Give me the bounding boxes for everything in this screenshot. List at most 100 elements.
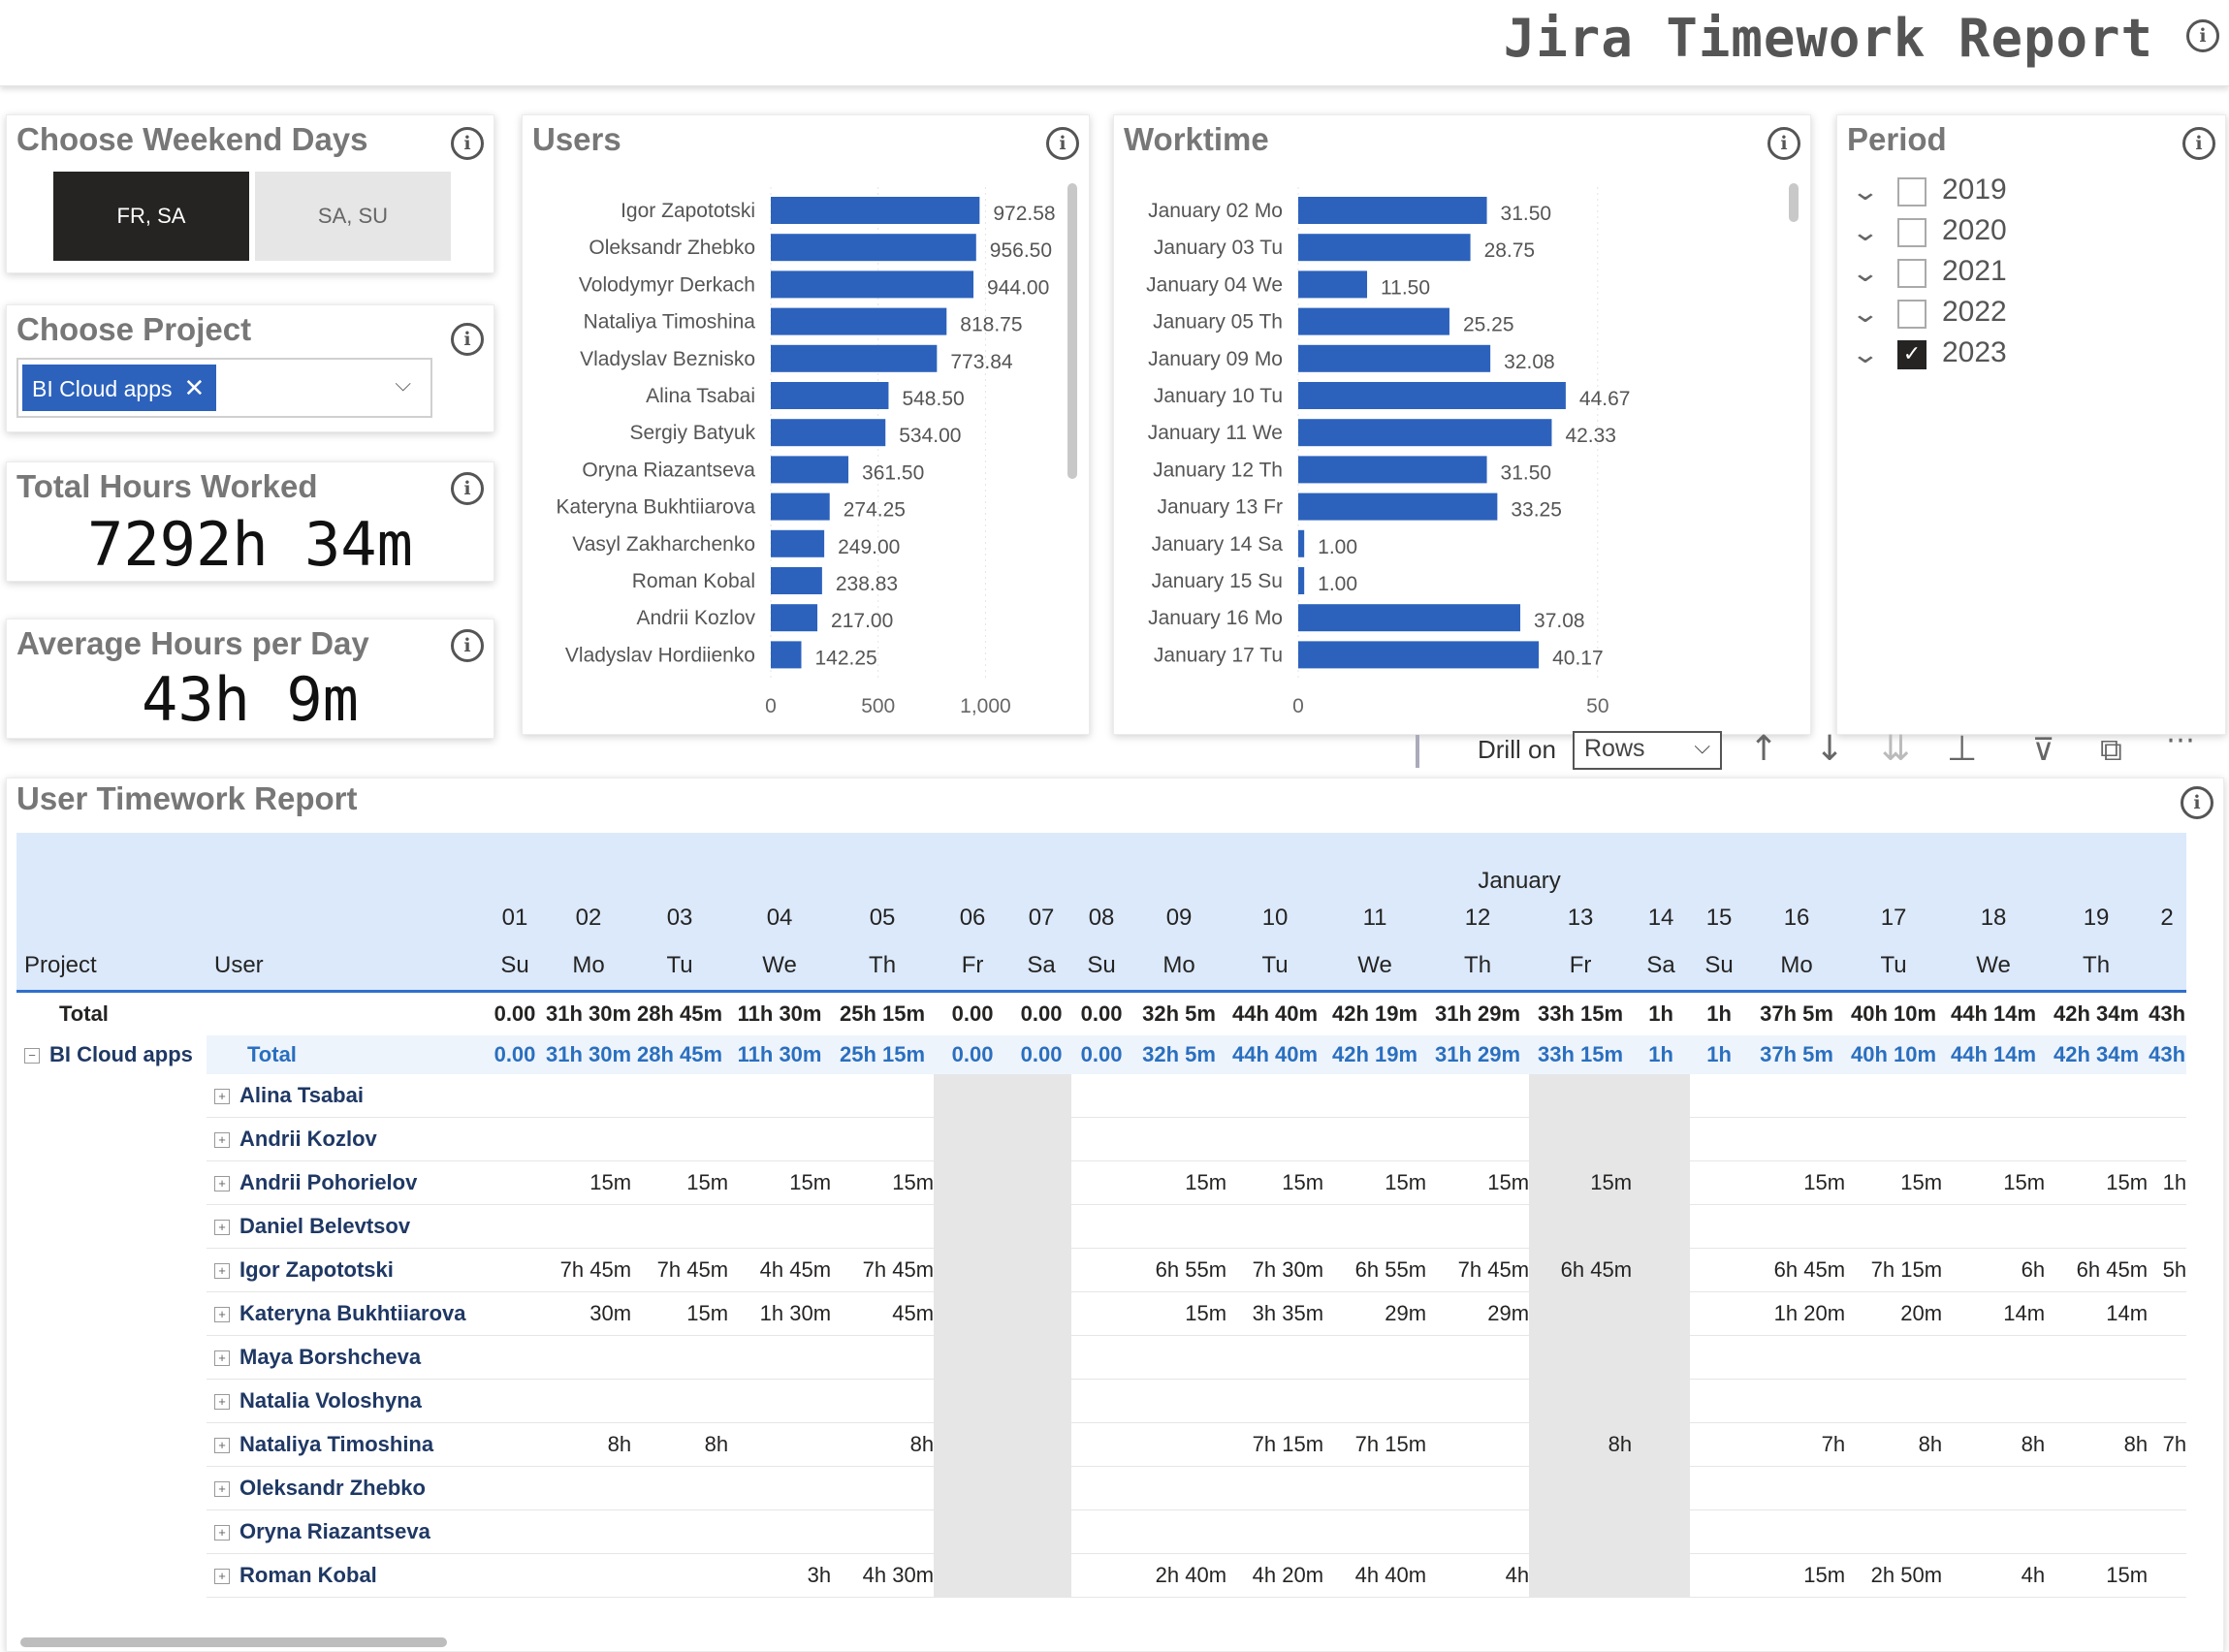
- project-chip[interactable]: BI Cloud apps ✕: [22, 365, 217, 411]
- day-number-header[interactable]: 03: [631, 895, 729, 941]
- bar[interactable]: [771, 234, 976, 262]
- day-number-header[interactable]: 11: [1323, 895, 1427, 941]
- expand-icon[interactable]: +: [214, 1132, 230, 1149]
- bar[interactable]: [1298, 344, 1491, 372]
- checkbox-checked[interactable]: ✓: [1897, 340, 1926, 369]
- day-number-header[interactable]: 15: [1690, 895, 1749, 941]
- focus-mode-icon[interactable]: ⧉: [2100, 731, 2122, 768]
- bar[interactable]: [1298, 641, 1540, 669]
- chevron-down-icon[interactable]: ⌄: [1850, 177, 1881, 206]
- project-cell[interactable]: − BI Cloud apps: [16, 1035, 207, 1074]
- bar[interactable]: [1298, 492, 1498, 521]
- drill-select[interactable]: Rows ⌵: [1573, 731, 1722, 770]
- expand-icon[interactable]: +: [214, 1481, 230, 1498]
- bar[interactable]: [771, 567, 822, 594]
- user-cell[interactable]: + Daniel Belevtsov: [207, 1204, 484, 1249]
- checkbox[interactable]: [1897, 218, 1926, 247]
- drill-up-icon[interactable]: ↑: [1749, 729, 1779, 769]
- chevron-down-icon[interactable]: ⌵: [395, 372, 411, 397]
- expand-icon[interactable]: +: [214, 1220, 230, 1236]
- chevron-down-icon[interactable]: ⌄: [1850, 340, 1881, 369]
- day-number-header[interactable]: 12: [1426, 895, 1530, 941]
- users-scrollbar[interactable]: [1067, 183, 1077, 479]
- day-number-header[interactable]: 05: [831, 895, 935, 941]
- info-icon[interactable]: i: [451, 127, 484, 160]
- expand-icon[interactable]: +: [214, 1525, 230, 1541]
- bar[interactable]: [1298, 307, 1449, 335]
- expand-icon[interactable]: +: [214, 1569, 230, 1585]
- user-cell[interactable]: + Alina Tsabai: [207, 1074, 484, 1118]
- bar[interactable]: [771, 270, 974, 299]
- chevron-down-icon[interactable]: ⌄: [1850, 259, 1881, 288]
- info-icon[interactable]: i: [451, 323, 484, 356]
- day-number-header[interactable]: 02: [546, 895, 632, 941]
- user-cell[interactable]: + Natalia Voloshyna: [207, 1379, 484, 1423]
- info-icon[interactable]: i: [1046, 127, 1079, 160]
- bar[interactable]: [771, 419, 886, 447]
- user-cell[interactable]: + Andrii Pohorielov: [207, 1160, 484, 1205]
- bar[interactable]: [1298, 234, 1471, 262]
- next-level-icon[interactable]: ⇊: [1881, 729, 1911, 769]
- bar[interactable]: [1298, 456, 1487, 484]
- expand-icon[interactable]: +: [214, 1307, 230, 1323]
- chevron-down-icon[interactable]: ⌄: [1850, 300, 1881, 329]
- checkbox[interactable]: [1897, 259, 1926, 288]
- bar[interactable]: [771, 456, 849, 484]
- day-number-header[interactable]: 16: [1748, 895, 1846, 941]
- bar[interactable]: [771, 344, 938, 372]
- bar[interactable]: [1298, 419, 1552, 447]
- day-number-header[interactable]: 13: [1529, 895, 1633, 941]
- user-cell[interactable]: + Maya Borshcheva: [207, 1335, 484, 1380]
- day-number-header[interactable]: 06: [934, 895, 1012, 941]
- info-icon[interactable]: i: [2181, 786, 2213, 819]
- expand-icon[interactable]: +: [214, 1176, 230, 1192]
- expand-icon[interactable]: +: [214, 1350, 230, 1367]
- bar[interactable]: [771, 529, 825, 557]
- bar[interactable]: [771, 382, 889, 409]
- bar[interactable]: [1298, 529, 1305, 557]
- bar[interactable]: [1298, 382, 1566, 409]
- bar[interactable]: [1298, 567, 1305, 594]
- bar[interactable]: [1298, 604, 1521, 632]
- filter-icon[interactable]: ⊽: [2032, 731, 2055, 768]
- user-cell[interactable]: + Andrii Kozlov: [207, 1117, 484, 1161]
- user-cell[interactable]: + Kateryna Bukhtiiarova: [207, 1291, 484, 1336]
- collapse-icon[interactable]: −: [24, 1048, 40, 1064]
- info-icon[interactable]: i: [451, 472, 484, 505]
- worktime-bar-chart[interactable]: 0 50 January 02 Mo 31.50 January 03 Tu 28.75 J…: [1114, 115, 1810, 734]
- day-number-header[interactable]: 18: [1942, 895, 2046, 941]
- user-cell[interactable]: + Nataliya Timoshina: [207, 1422, 484, 1467]
- info-icon[interactable]: i: [1767, 127, 1800, 160]
- user-cell[interactable]: + Igor Zapototski: [207, 1248, 484, 1292]
- day-number-header[interactable]: 08: [1071, 895, 1132, 941]
- bar[interactable]: [1298, 197, 1487, 224]
- checkbox[interactable]: [1897, 300, 1926, 329]
- bar[interactable]: [771, 492, 830, 521]
- weekend-option-fr-sa[interactable]: FR, SA: [53, 172, 249, 261]
- more-options-icon[interactable]: ⋯: [2166, 723, 2195, 757]
- info-icon[interactable]: i: [2182, 127, 2215, 160]
- day-number-header[interactable]: 07: [1011, 895, 1072, 941]
- day-number-header[interactable]: 14: [1632, 895, 1691, 941]
- weekend-option-sa-su[interactable]: SA, SU: [255, 172, 451, 261]
- project-column-header[interactable]: Project: [16, 941, 207, 992]
- bar[interactable]: [1298, 270, 1368, 299]
- expand-icon[interactable]: +: [214, 1263, 230, 1280]
- remove-chip-icon[interactable]: ✕: [183, 373, 206, 402]
- user-cell[interactable]: + Roman Kobal: [207, 1553, 484, 1598]
- day-number-header[interactable]: 09: [1131, 895, 1227, 941]
- day-number-header[interactable]: 17: [1845, 895, 1943, 941]
- day-number-header[interactable]: 04: [728, 895, 832, 941]
- worktime-scrollbar[interactable]: [1789, 183, 1799, 222]
- bar[interactable]: [771, 604, 818, 632]
- info-icon[interactable]: i: [2186, 19, 2219, 52]
- user-cell[interactable]: + Oleksandr Zhebko: [207, 1466, 484, 1510]
- day-number-header[interactable]: 10: [1226, 895, 1324, 941]
- bar[interactable]: [771, 197, 980, 224]
- expand-icon[interactable]: +: [214, 1438, 230, 1454]
- project-dropdown[interactable]: BI Cloud apps ✕ ⌵: [16, 358, 432, 418]
- horizontal-scrollbar[interactable]: [20, 1637, 447, 1647]
- day-number-header[interactable]: 19: [2045, 895, 2149, 941]
- chevron-down-icon[interactable]: ⌄: [1850, 218, 1881, 247]
- day-number-header[interactable]: 2: [2148, 895, 2187, 941]
